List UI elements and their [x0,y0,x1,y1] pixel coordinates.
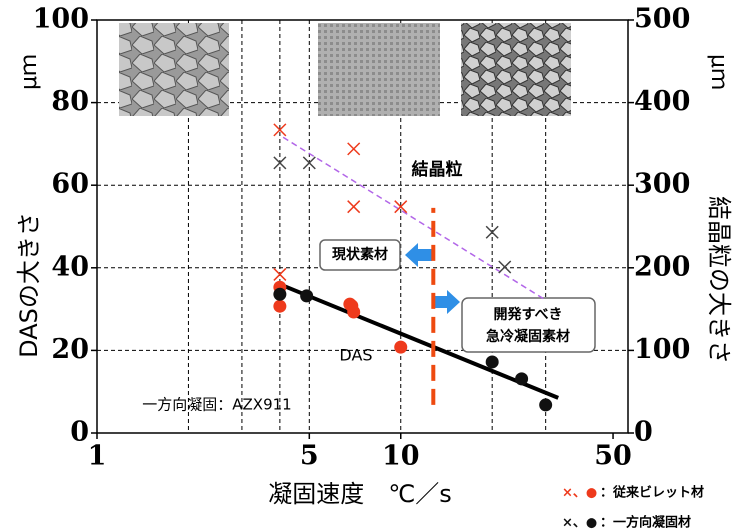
y-tick-label: 0 [70,417,89,448]
y2-tick-label: 200 [634,251,690,282]
x-tick-label: 1 [88,441,107,472]
point [273,300,286,313]
y2-axis-label: 結晶粒の大きさ [705,196,733,364]
y-tick-label: 20 [51,334,89,365]
point [515,372,528,385]
arrow-left [405,243,432,267]
point [486,355,499,368]
point [274,268,286,280]
y2-tick-label: 500 [634,4,690,35]
point [348,143,360,155]
legend-label: ：一方向凝固材 [600,515,691,531]
annotation: 開発すべき [493,306,562,323]
y2-tick-label: 0 [634,417,653,448]
x-axis-label: 凝固速度 ℃／s [268,480,451,508]
y-tick-label: 40 [51,251,89,282]
annotation: 一方向凝固：AZX911 [142,396,291,414]
y-tick-label: 60 [51,169,89,200]
point [300,289,313,302]
y-tick-label: 100 [33,4,89,35]
x-tick-label: 50 [594,441,632,472]
point [486,226,498,238]
x-tick-label: 10 [382,441,420,472]
annotation: DAS [339,346,372,365]
micrograph [461,23,571,116]
y-axis-unit: μｍ [17,54,42,90]
chart: 現状素材 開発すべき 急冷凝固素材 結晶粒 DAS 一方向凝固：AZX911 凝… [0,0,735,532]
legend-symbol: ×、● [562,486,597,501]
y2-tick-label: 100 [634,334,690,365]
legend-label: ：従来ビレット材 [600,485,704,501]
annotation: 急冷凝固素材 [486,328,570,345]
y2-axis-unit: μｍ [706,54,731,90]
point [348,201,360,213]
point [539,398,552,411]
x-tick-label: 5 [300,441,319,472]
point [273,288,286,301]
annotation: 結晶粒 [412,159,463,180]
point [345,299,358,312]
y-tick-label: 80 [51,86,89,117]
y2-tick-label: 300 [634,169,690,200]
y-axis-label: DASの大きさ [15,212,43,358]
micrograph [119,23,229,116]
y2-tick-label: 400 [634,86,690,117]
arrow-right [433,290,460,314]
point [499,261,511,273]
point [394,341,407,354]
annotation: 現状素材 [332,246,388,263]
legend-symbol: ×、● [562,516,597,531]
micrograph [318,23,440,116]
